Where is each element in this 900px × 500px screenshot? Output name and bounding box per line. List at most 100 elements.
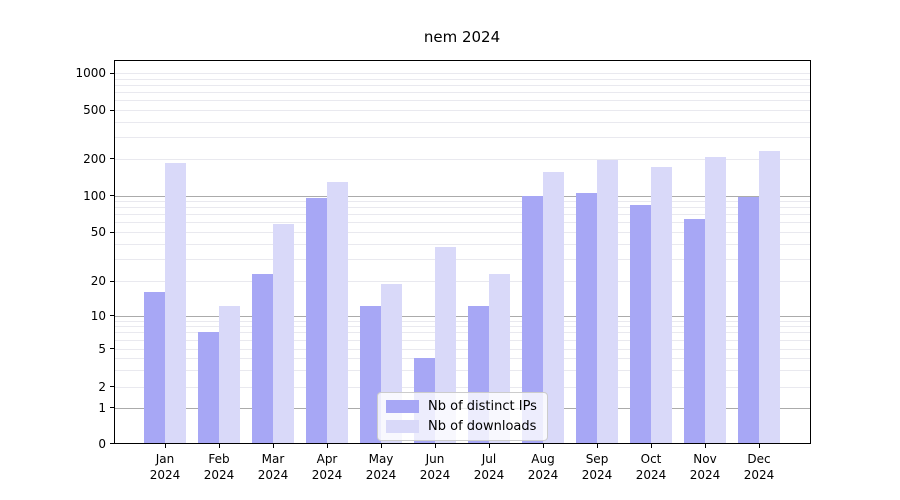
y-tick-label-5: 5 (98, 341, 106, 356)
gridline-50 (115, 232, 810, 233)
legend-row-distinct-ips: Nb of distinct IPs (386, 398, 537, 415)
x-tick-label-jul: Jul 2024 (473, 452, 505, 482)
gridline-4 (115, 357, 810, 359)
gridline-40 (115, 243, 810, 245)
x-tick-mark-apr (326, 444, 328, 448)
x-tick-mark-sep (596, 444, 598, 448)
bar-ips-jan (143, 292, 165, 444)
x-tick-mark-may (380, 444, 382, 448)
y-tick-label-2: 2 (98, 379, 106, 394)
y-tick-label-10: 10 (90, 308, 106, 323)
gridline-8 (115, 326, 810, 328)
y-tick-mark-1 (110, 407, 114, 408)
bar-downloads-dec (759, 151, 781, 444)
bar-ips-apr (305, 198, 327, 444)
gridline-6 (115, 339, 810, 341)
x-tick-label-oct: Oct 2024 (635, 452, 667, 482)
gridline-500 (115, 110, 810, 111)
right-spine (810, 60, 811, 444)
bar-ips-aug (521, 195, 543, 444)
y-tick-label-1000: 1000 (75, 66, 106, 80)
legend-swatch-downloads (386, 420, 419, 433)
x-tick-mark-jul (488, 444, 490, 448)
x-axis-spine (114, 443, 811, 444)
y-axis-spine (114, 60, 115, 444)
gridline-70 (115, 214, 810, 216)
y-tick-mark-200 (110, 158, 114, 159)
gridline-900 (115, 78, 810, 80)
gridline-100 (115, 195, 810, 197)
x-tick-label-nov: Nov 2024 (689, 452, 721, 482)
x-tick-mark-jun (434, 444, 436, 448)
gridline-400 (115, 121, 810, 123)
x-tick-mark-mar (272, 444, 274, 448)
x-tick-mark-nov (704, 444, 706, 448)
x-tick-mark-jan (164, 444, 166, 448)
gridline-1000 (115, 73, 810, 74)
x-tick-mark-feb (218, 444, 220, 448)
y-tick-label-500: 500 (83, 103, 106, 117)
gridline-300 (115, 137, 810, 139)
y-tick-mark-500 (110, 109, 114, 111)
gridline-5 (115, 348, 810, 350)
x-tick-label-aug: Aug 2024 (527, 452, 559, 482)
y-tick-mark-1000 (110, 72, 114, 74)
gridline-30 (115, 259, 810, 261)
bar-downloads-mar (273, 224, 295, 444)
x-tick-label-dec: Dec 2024 (743, 452, 775, 482)
bar-ips-oct (629, 204, 651, 444)
plot-area (114, 60, 811, 444)
chart-title: nem 2024 (423, 28, 501, 46)
gridline-3 (115, 369, 810, 371)
y-tick-mark-50 (110, 231, 114, 233)
legend: Nb of distinct IPs Nb of downloads (377, 392, 548, 441)
gridline-80 (115, 207, 810, 209)
bar-ips-sep (575, 192, 597, 444)
x-tick-mark-oct (650, 444, 652, 448)
bar-downloads-aug (543, 172, 565, 444)
y-tick-label-20: 20 (90, 274, 106, 288)
x-tick-label-may: May 2024 (365, 452, 397, 482)
top-spine (114, 60, 811, 61)
x-tick-label-apr: Apr 2024 (311, 452, 343, 482)
x-tick-label-sep: Sep 2024 (581, 452, 613, 482)
bar-downloads-nov (705, 157, 727, 444)
bar-downloads-jan (165, 162, 187, 444)
gridline-60 (115, 222, 810, 224)
y-tick-label-0: 0 (98, 436, 106, 451)
x-tick-label-mar: Mar 2024 (257, 452, 289, 482)
x-tick-label-jun: Jun 2024 (419, 452, 451, 482)
gridline-800 (115, 84, 810, 86)
y-tick-mark-100 (110, 195, 114, 196)
gridline-20 (115, 281, 810, 282)
gridline-200 (115, 158, 810, 160)
bar-ips-feb (197, 332, 219, 444)
y-tick-mark-20 (110, 280, 114, 282)
y-tick-label-200: 200 (83, 151, 106, 166)
bar-ips-nov (683, 219, 705, 444)
legend-row-downloads: Nb of downloads (386, 418, 537, 435)
gridline-2 (115, 386, 810, 388)
x-tick-mark-aug (542, 444, 544, 448)
bar-downloads-apr (327, 182, 349, 444)
gridline-9 (115, 320, 810, 322)
gridline-700 (115, 92, 810, 94)
bar-downloads-sep (597, 159, 619, 444)
bar-downloads-oct (651, 166, 673, 444)
y-tick-mark-5 (110, 348, 114, 349)
y-tick-mark-10 (110, 315, 114, 316)
bar-ips-may (359, 306, 381, 444)
x-tick-label-jan: Jan 2024 (149, 452, 181, 482)
y-tick-mark-2 (110, 386, 114, 387)
bar-ips-mar (251, 273, 273, 444)
gridline-7 (115, 332, 810, 334)
y-tick-mark-0 (110, 443, 114, 444)
legend-label-downloads: Nb of downloads (428, 419, 537, 434)
bar-downloads-feb (219, 306, 241, 444)
legend-label-distinct-ips: Nb of distinct IPs (428, 399, 537, 414)
bar-ips-dec (737, 197, 759, 444)
y-tick-label-100: 100 (83, 188, 106, 203)
y-tick-label-1: 1 (98, 400, 106, 415)
x-tick-label-feb: Feb 2024 (203, 452, 235, 482)
